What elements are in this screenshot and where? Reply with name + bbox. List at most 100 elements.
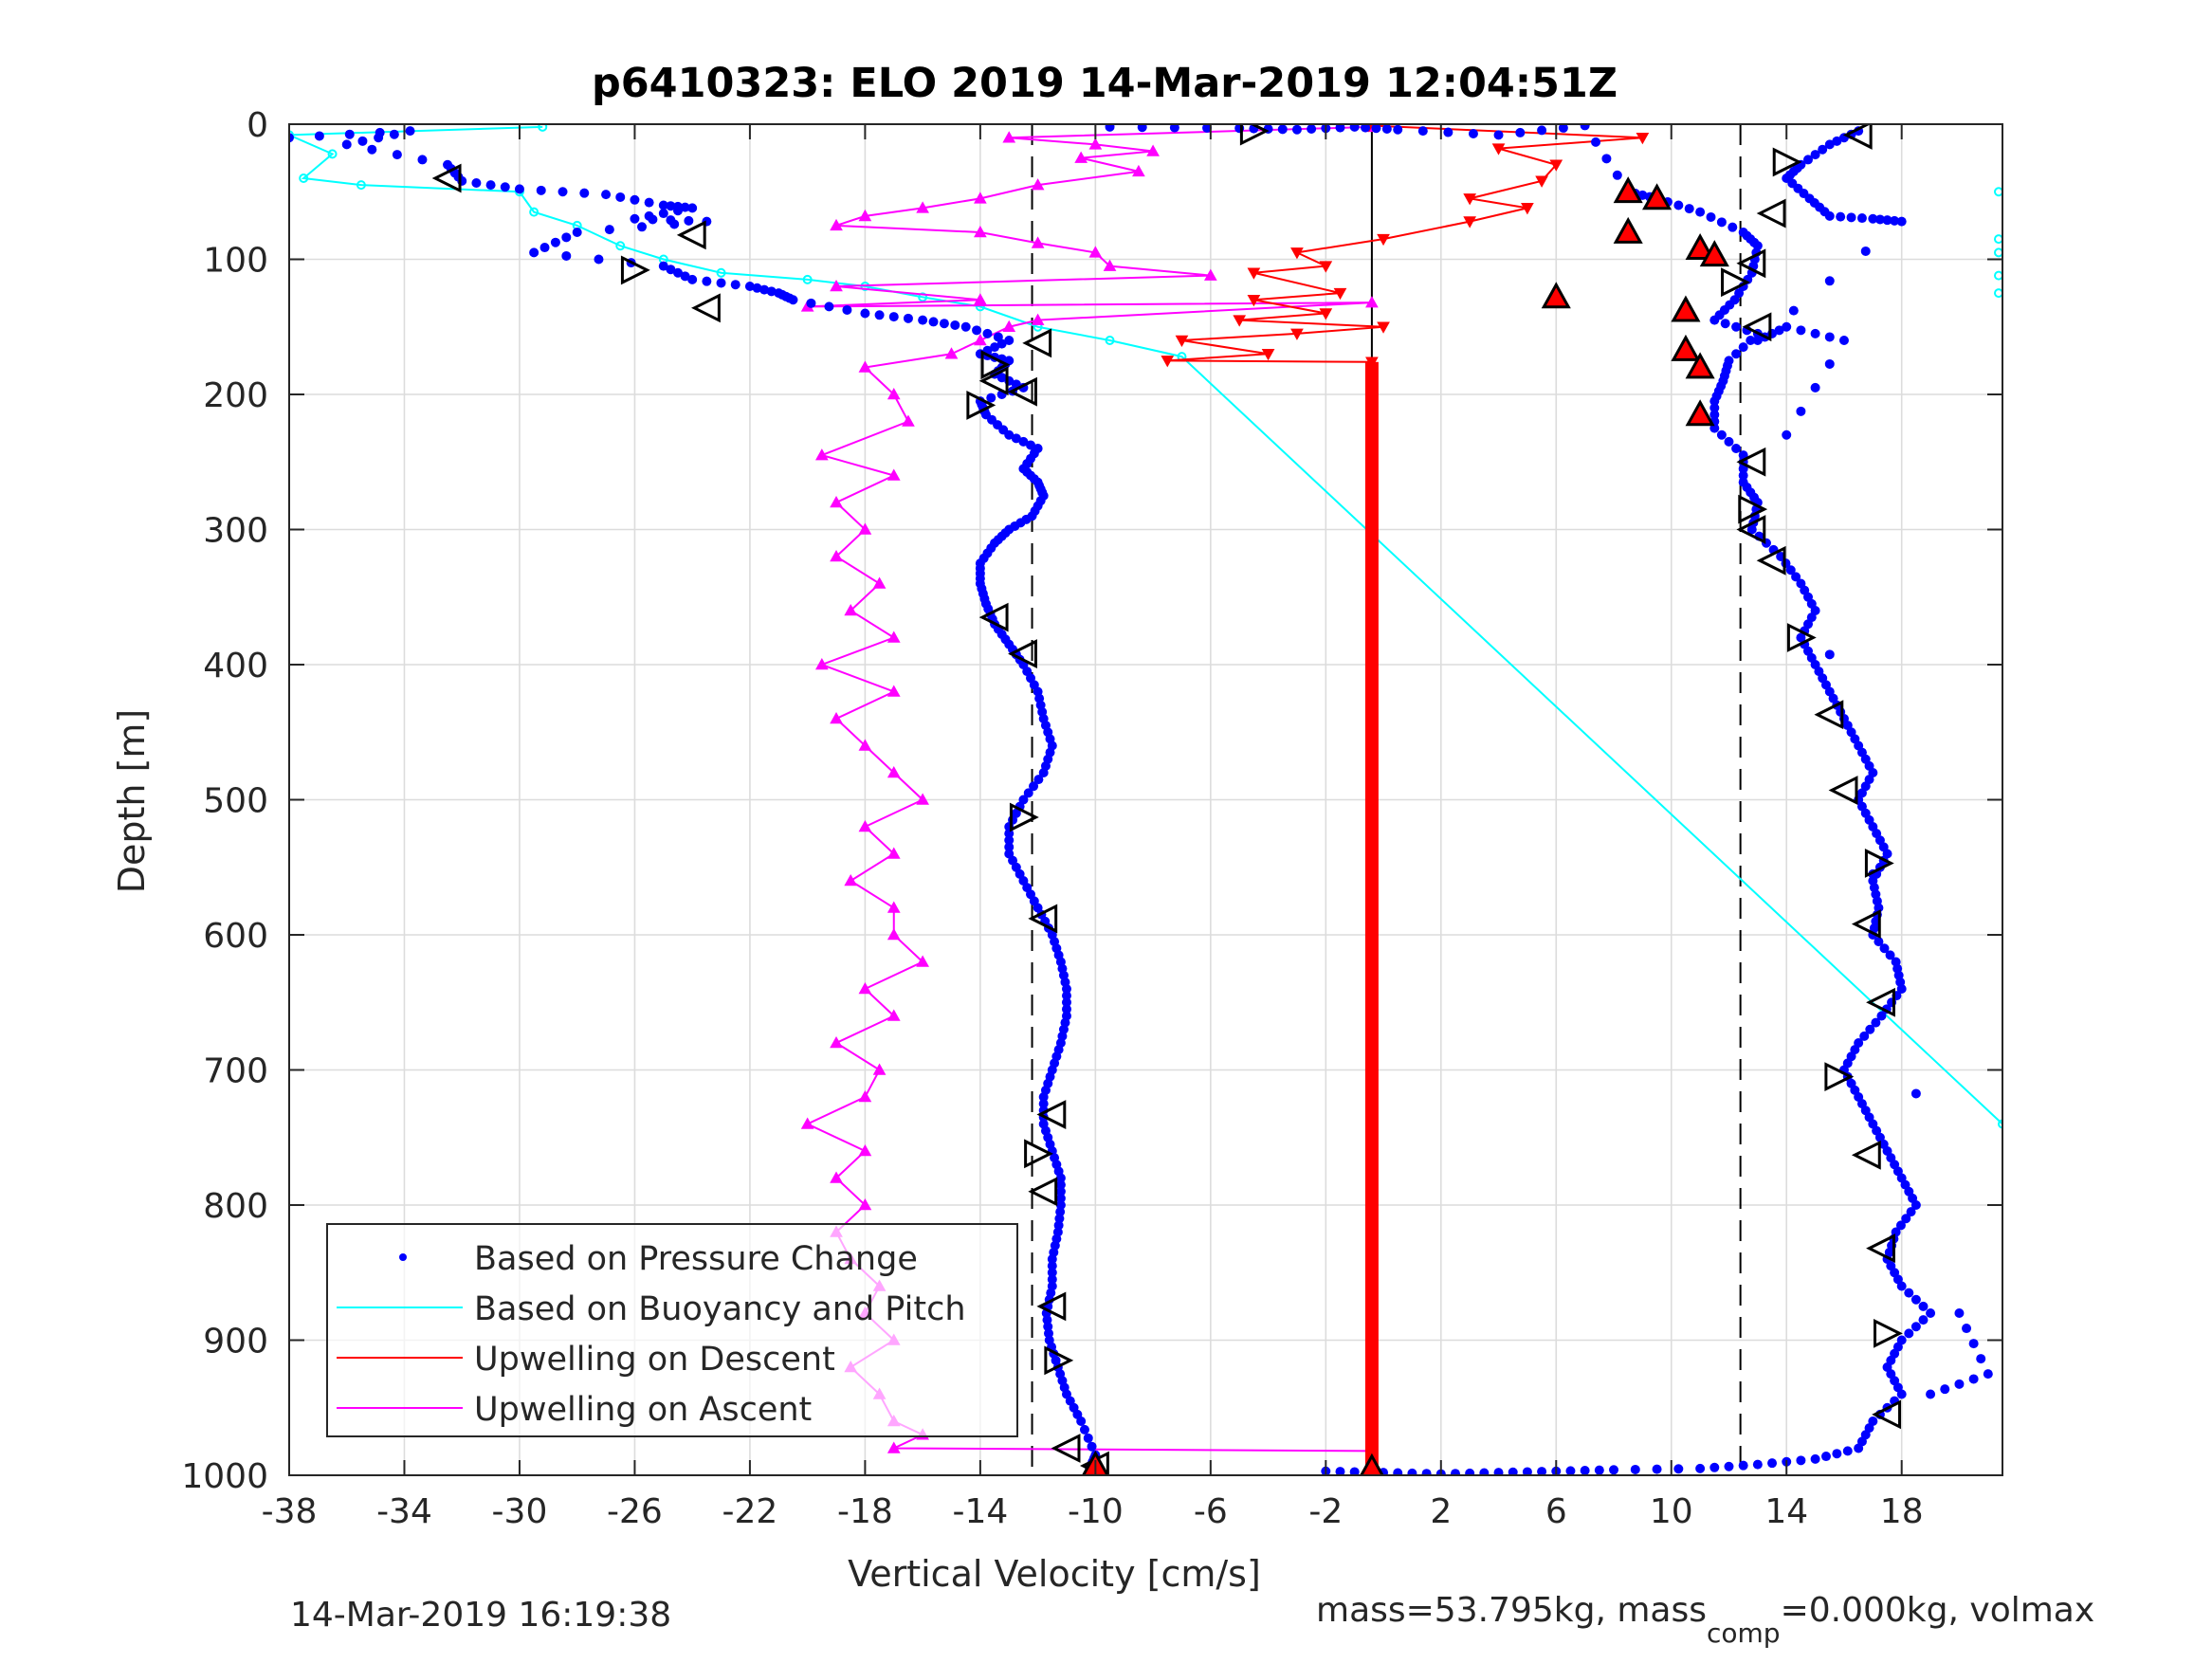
- y-tick-label: 800: [203, 1187, 268, 1226]
- pressure-change-point: [1738, 470, 1748, 481]
- upwelling-ascent-marker: [858, 360, 872, 373]
- upwelling-ascent-marker: [887, 847, 901, 859]
- pressure-change-point: [1033, 775, 1044, 785]
- x-tick-label: 2: [1430, 1492, 1452, 1531]
- pressure-change-point: [550, 237, 560, 247]
- pressure-change-point: [1904, 1328, 1914, 1339]
- pressure-change-point: [1724, 1461, 1734, 1471]
- pressure-change-point: [1047, 1261, 1057, 1271]
- pressure-change-point: [579, 188, 590, 198]
- y-tick-label: 300: [203, 512, 268, 551]
- buoyancy-pitch-point: [1994, 288, 2002, 299]
- x-tick-label: 10: [1650, 1492, 1693, 1531]
- pressure-change-point: [1731, 444, 1742, 453]
- descent-upturn-marker: [1685, 233, 1715, 260]
- upwelling-descent-line: [1167, 124, 1643, 363]
- pressure-change-point: [1061, 991, 1071, 1001]
- pressure-change-point: [1055, 1179, 1066, 1190]
- upwelling-ascent-marker: [1103, 259, 1117, 271]
- pressure-change-point: [1684, 204, 1694, 214]
- pressure-change-point: [1876, 1011, 1887, 1021]
- buoyancy-pitch-point: [299, 174, 309, 183]
- pressure-triangle-marker: [1828, 776, 1858, 805]
- pressure-triangle-marker: [978, 602, 1009, 632]
- pressure-change-point: [644, 197, 654, 208]
- upwelling-descent-marker: [1463, 193, 1477, 206]
- upwelling-descent-marker: [1535, 175, 1548, 188]
- pressure-change-point: [1537, 125, 1547, 136]
- pressure-change-point: [1038, 768, 1049, 777]
- pressure-change-point: [928, 317, 939, 327]
- upwelling-descent-marker: [1161, 356, 1175, 368]
- pressure-triangle-marker: [620, 255, 650, 285]
- upwelling-descent-marker: [1377, 321, 1390, 334]
- footer-mass-main: mass=53.795kg, mass: [1316, 1591, 1707, 1630]
- pressure-triangle-marker: [966, 390, 996, 420]
- pressure-change-point: [1277, 124, 1288, 135]
- pressure-triangle-marker: [1842, 124, 1873, 150]
- pressure-change-point: [1896, 216, 1907, 227]
- pressure-change-point: [1904, 1288, 1914, 1298]
- pressure-change-point: [1709, 403, 1720, 413]
- buoyancy-pitch-point: [1994, 247, 2002, 258]
- pressure-change-point: [658, 200, 668, 210]
- upwelling-descent-marker: [1233, 315, 1247, 327]
- pressure-change-point: [1349, 1467, 1360, 1475]
- pressure-change-point: [1818, 144, 1828, 155]
- pressure-triangle-marker: [1022, 328, 1052, 358]
- pressure-change-point: [1859, 1031, 1870, 1041]
- pressure-change-point: [1047, 1268, 1057, 1278]
- pressure-change-point: [1202, 124, 1213, 133]
- pressure-triangle-marker: [1814, 700, 1844, 730]
- pressure-change-point: [842, 304, 852, 315]
- pressure-change-point: [1731, 349, 1742, 359]
- buoyancy-pitch-point: [802, 274, 813, 284]
- upwelling-descent-bar: [1364, 361, 1379, 1469]
- pressure-triangle-marker: [1786, 623, 1817, 652]
- pressure-change-point: [972, 325, 982, 336]
- pressure-change-point: [730, 280, 740, 290]
- pressure-change-point: [1954, 1379, 1965, 1389]
- x-tick-label: -30: [492, 1492, 548, 1531]
- upwelling-ascent-marker: [830, 1171, 843, 1183]
- pressure-change-point: [1824, 358, 1835, 369]
- upwelling-ascent-marker: [887, 685, 901, 697]
- upwelling-ascent-marker: [830, 218, 843, 231]
- pressure-change-point: [1038, 1099, 1049, 1109]
- pressure-change-point: [1695, 207, 1706, 217]
- pressure-triangle-marker: [1009, 802, 1039, 832]
- pressure-change-point: [1824, 139, 1835, 150]
- buoyancy-pitch-point: [918, 292, 928, 302]
- pressure-change-point: [672, 267, 683, 278]
- upwelling-ascent-marker: [887, 387, 901, 400]
- pressure-change-point: [669, 219, 680, 229]
- pressure-change-point: [1335, 124, 1345, 133]
- upwelling-ascent-marker: [887, 901, 901, 913]
- pressure-triangle-marker: [1824, 1062, 1855, 1092]
- upwelling-ascent-marker: [887, 927, 901, 941]
- pressure-change-point: [615, 192, 626, 202]
- x-tick-label: -10: [1068, 1492, 1124, 1531]
- x-tick-label: 14: [1764, 1492, 1808, 1531]
- pressure-change-point: [986, 393, 996, 403]
- pressure-change-point: [1004, 835, 1015, 846]
- pressure-change-point: [630, 194, 640, 205]
- pressure-change-point: [1738, 342, 1748, 353]
- upwelling-ascent-marker: [814, 448, 829, 461]
- footer-mass-text: mass=53.795kg, masscomp=0.000kg, volmax: [1316, 1591, 2094, 1649]
- pressure-change-point: [1910, 1200, 1921, 1210]
- pressure-change-point: [500, 182, 510, 192]
- pressure-change-point: [1983, 1369, 1993, 1380]
- pressure-change-point: [1846, 212, 1856, 223]
- pressure-change-point: [1468, 128, 1478, 138]
- pressure-change-point: [1968, 1339, 1979, 1349]
- x-tick-label: -26: [607, 1492, 663, 1531]
- y-tick-label: 0: [247, 106, 268, 145]
- pressure-triangle-marker: [1872, 1399, 1902, 1430]
- pressure-change-point: [1038, 1092, 1049, 1102]
- pressure-change-point: [1810, 328, 1820, 338]
- pressure-change-point: [1716, 429, 1727, 440]
- legend-label: Based on Pressure Change: [474, 1240, 918, 1278]
- upwelling-ascent-marker: [844, 603, 858, 616]
